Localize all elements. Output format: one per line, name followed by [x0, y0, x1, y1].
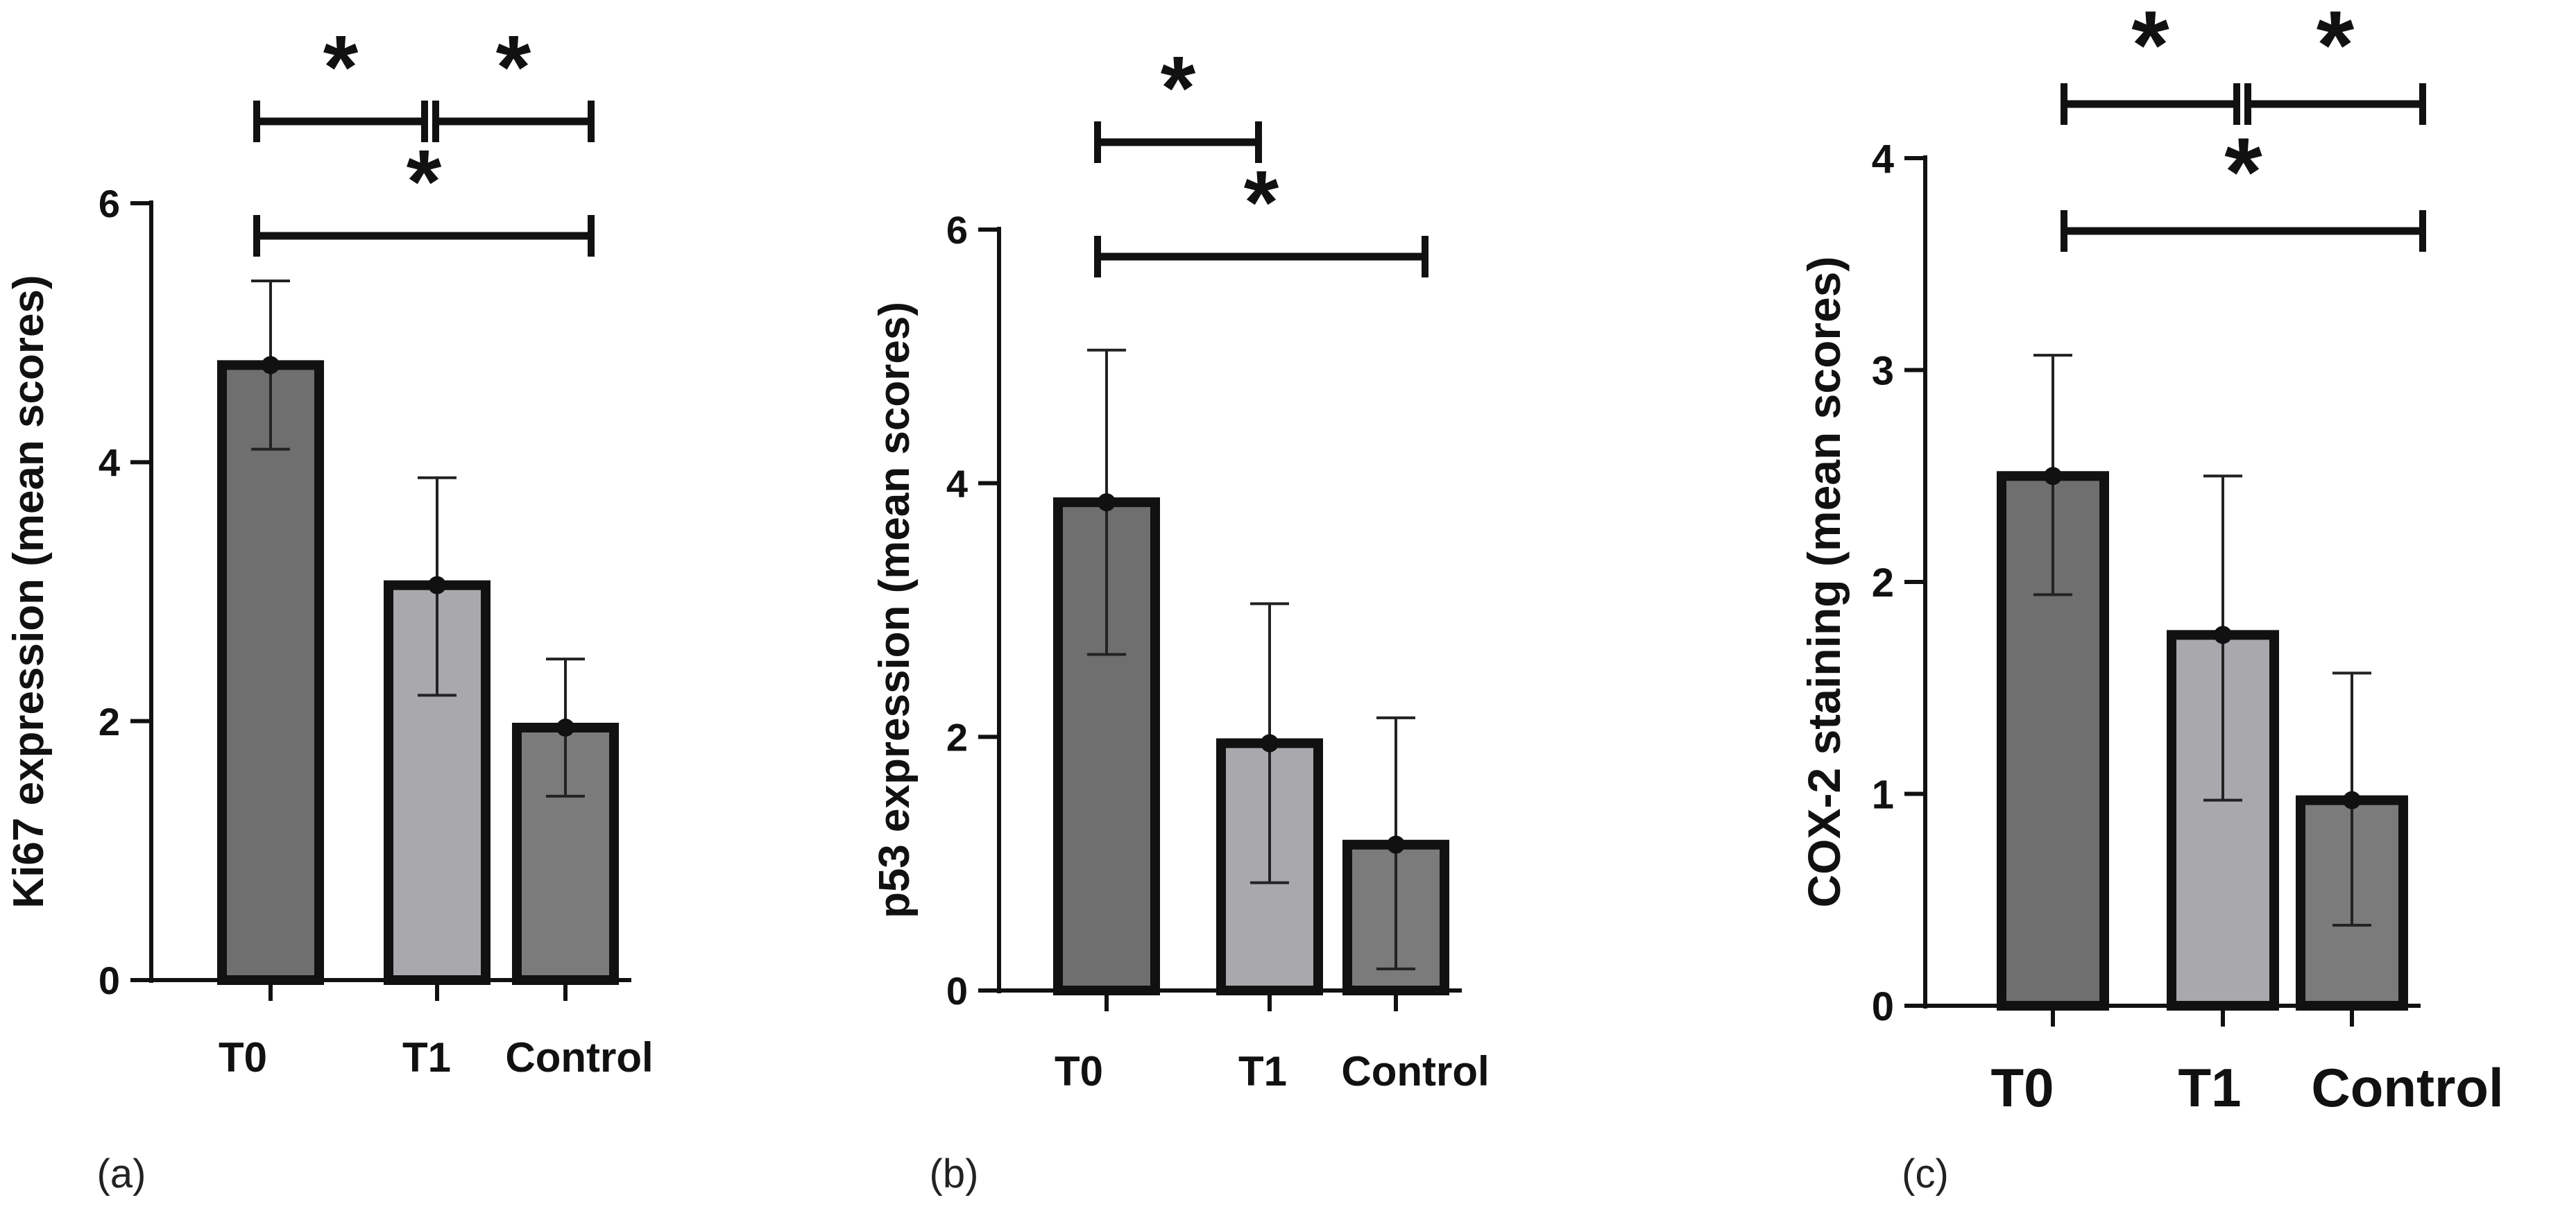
significance-star: * — [1161, 37, 1196, 139]
y-tick-label: 3 — [1872, 348, 1894, 393]
mean-point-t0 — [1098, 493, 1116, 512]
significance-star: * — [323, 17, 359, 118]
x-category-label: T0 — [1055, 1048, 1103, 1095]
y-tick-label: 0 — [99, 959, 120, 1002]
mean-point-t1 — [2214, 626, 2232, 644]
x-category-label: T1 — [2178, 1057, 2241, 1118]
bar-t0 — [217, 360, 324, 985]
y-axis-title: COX-2 staining (mean scores) — [1798, 257, 1850, 908]
chart-panel-3: 0 1 2 3 4 COX-2 staining (mean scores) T0 T1 Con… — [1798, 0, 2504, 1196]
x-category-label: T0 — [219, 1034, 267, 1081]
y-tick-label: 0 — [1872, 984, 1894, 1029]
y-axis-title: p53 expression (mean scores) — [871, 302, 919, 918]
y-tick-label: 1 — [1872, 772, 1894, 817]
y-tick-label: 2 — [99, 700, 120, 744]
mean-point-control — [1387, 835, 1405, 854]
x-category-label: T1 — [1238, 1048, 1287, 1095]
panel-label: (a) — [97, 1151, 146, 1196]
x-category-label: Control — [1341, 1048, 1489, 1095]
x-category-label: T0 — [1990, 1057, 2054, 1118]
mean-point-t0 — [2044, 467, 2062, 486]
mean-point-control — [2343, 791, 2361, 809]
bar-t0 — [1997, 471, 2109, 1011]
mean-point-t0 — [262, 356, 280, 375]
significance-star: * — [496, 17, 531, 118]
x-category-label: Control — [505, 1034, 653, 1081]
significance-star: * — [2317, 0, 2355, 99]
y-tick-label: 6 — [946, 208, 968, 252]
y-axis-title: Ki67 expression (mean scores) — [5, 275, 53, 908]
mean-point-t1 — [428, 576, 446, 594]
panel-label: (b) — [930, 1151, 979, 1196]
y-tick-label: 2 — [1872, 560, 1894, 606]
y-tick-label: 4 — [99, 440, 120, 484]
significance-star: * — [1244, 152, 1279, 253]
chart-panel-2: 0 2 4 6 p53 expression (mean scores) T0 T1 Cont… — [871, 37, 1490, 1197]
chart-panels: 0 2 4 6 Ki67 expression (mean scores) T0 T1 Con… — [5, 0, 2504, 1196]
y-tick-label: 4 — [1872, 137, 1894, 182]
mean-point-control — [556, 719, 574, 737]
x-category-label: T1 — [402, 1034, 451, 1081]
significance-star: * — [2131, 0, 2169, 99]
chart-panel-1: 0 2 4 6 Ki67 expression (mean scores) T0 T1 Con… — [5, 17, 654, 1197]
significance-star: * — [2224, 117, 2262, 226]
panel-label: (c) — [1902, 1151, 1949, 1196]
y-tick-label: 6 — [99, 182, 120, 225]
y-tick-label: 0 — [946, 969, 968, 1013]
significance-star: * — [407, 131, 442, 232]
x-category-label: Control — [2311, 1057, 2503, 1118]
y-tick-label: 4 — [946, 462, 968, 506]
y-tick-label: 2 — [946, 715, 968, 759]
mean-point-t1 — [1261, 734, 1279, 753]
